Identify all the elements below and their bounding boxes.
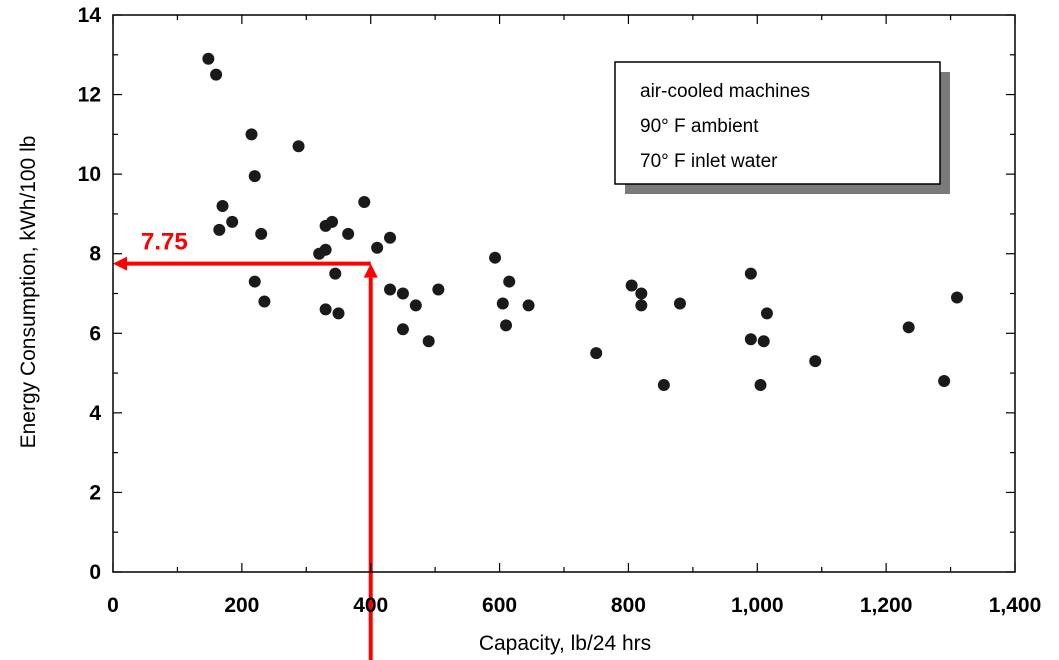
legend-line-2: 90° F ambient <box>640 116 759 137</box>
data-point <box>292 140 305 153</box>
data-point <box>226 215 239 228</box>
y-tick-label: 0 <box>89 561 101 584</box>
vertical-arrow-head <box>363 263 378 278</box>
data-point <box>319 303 332 316</box>
y-tick-label: 6 <box>89 322 101 345</box>
data-point <box>500 319 513 332</box>
data-point <box>213 223 226 236</box>
horizontal-arrow-head <box>113 256 127 271</box>
data-point <box>489 251 502 264</box>
data-point <box>329 267 342 280</box>
data-point <box>248 170 261 183</box>
data-point <box>248 275 261 288</box>
data-point <box>409 299 422 312</box>
data-point <box>371 241 384 254</box>
data-point <box>657 379 670 392</box>
y-tick-label: 12 <box>78 84 101 107</box>
data-point <box>255 227 268 240</box>
y-axis-label: Energy Consumption, kWh/100 lb <box>17 136 40 449</box>
data-point <box>590 347 603 360</box>
x-tick-label: 0 <box>107 594 119 617</box>
data-point <box>496 297 509 310</box>
data-point <box>744 333 757 346</box>
annotation-group: 7.75 <box>113 229 378 660</box>
data-point <box>396 323 409 336</box>
data-point <box>744 267 757 280</box>
data-point <box>319 243 332 256</box>
x-tick-label: 400 <box>353 594 388 617</box>
x-tick-label: 1,200 <box>860 594 913 617</box>
x-tick-label: 1,000 <box>731 594 784 617</box>
data-point <box>754 379 767 392</box>
legend-frame <box>614 61 941 185</box>
legend-line-3: 70° F inlet water <box>640 151 778 172</box>
data-point <box>522 299 535 312</box>
data-point <box>202 52 215 65</box>
data-point <box>216 199 229 212</box>
data-point <box>432 283 445 296</box>
x-tick-label: 600 <box>482 594 517 617</box>
data-point <box>673 297 686 310</box>
annotation-label: 7.75 <box>141 229 188 256</box>
data-point <box>210 68 223 81</box>
data-point <box>951 291 964 304</box>
scatter-points <box>202 52 964 392</box>
data-point <box>326 215 339 228</box>
data-point <box>384 283 397 296</box>
axes: 0 200 400 600 800 1,000 1,200 1,400 0 2 4 6 8 10 12 14 <box>78 4 1042 617</box>
data-point <box>332 307 345 320</box>
data-point <box>342 227 355 240</box>
y-tick-label: 8 <box>89 243 101 266</box>
data-point <box>625 279 638 292</box>
legend-box: air-cooled machines 90° F ambient 70° F … <box>614 61 950 194</box>
x-axis-label: Capacity, lb/24 hrs <box>479 632 651 655</box>
data-point <box>358 195 371 208</box>
x-tick-label: 1,400 <box>989 594 1042 617</box>
data-point <box>760 307 773 320</box>
y-tick-label: 4 <box>89 402 101 425</box>
y-tick-label: 10 <box>78 163 101 186</box>
data-point <box>396 287 409 300</box>
x-tick-label: 200 <box>224 594 259 617</box>
data-point <box>635 287 648 300</box>
data-point <box>384 231 397 244</box>
data-point <box>757 335 770 348</box>
data-point <box>422 335 435 348</box>
y-tick-label: 2 <box>89 481 101 504</box>
data-point <box>245 128 258 141</box>
data-point <box>902 321 915 334</box>
data-point <box>809 355 822 368</box>
data-point <box>635 299 648 312</box>
data-point <box>938 375 951 388</box>
data-point <box>503 275 516 288</box>
data-point <box>258 295 271 308</box>
x-tick-label: 800 <box>611 594 646 617</box>
y-tick-label: 14 <box>78 4 102 27</box>
legend-line-1: air-cooled machines <box>640 81 810 102</box>
